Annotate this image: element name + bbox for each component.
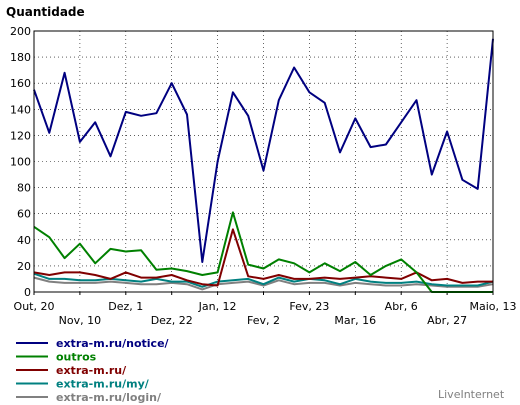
- legend-label: extra-m.ru/notice/: [56, 337, 170, 350]
- grid: [34, 31, 493, 292]
- x-tick-label: Fev, 2: [247, 314, 280, 327]
- y-tick-label: 140: [10, 103, 31, 116]
- x-tick-label: Fev, 23: [289, 300, 329, 313]
- y-tick-label: 180: [10, 51, 31, 64]
- y-tick-label: 100: [10, 156, 31, 169]
- x-tick-label: Maio, 13: [469, 300, 516, 313]
- plot-frame: [33, 30, 494, 293]
- x-tick-label: Nov, 10: [59, 314, 101, 327]
- legend: extra-m.ru/notice/outrosextra-m.ru/extra…: [16, 337, 170, 404]
- x-tick-label: Dez, 1: [108, 300, 143, 313]
- y-tick-label: 40: [17, 234, 31, 247]
- y-tick-label: 80: [17, 182, 31, 195]
- series-lines: [33, 38, 494, 293]
- y-axis-ticks: 0 20 40 60 80 100 120 140 160 180 200: [10, 25, 31, 299]
- legend-label: extra-m.ru/my/: [56, 378, 150, 391]
- y-tick-label: 20: [17, 260, 31, 273]
- legend-label: extra-m.ru/: [56, 364, 127, 377]
- watermark-text: LiveInternet: [438, 388, 505, 401]
- y-tick-label: 60: [17, 208, 31, 221]
- x-axis-ticks: Out, 20 Nov, 10 Dez, 1 Dez, 22 Jan, 12 Fev, 2…: [14, 292, 517, 327]
- chart-title: Quantidade: [6, 5, 85, 19]
- x-tick-label: Jan, 12: [198, 300, 237, 313]
- y-tick-label: 120: [10, 129, 31, 142]
- y-tick-label: 200: [10, 25, 31, 38]
- series-line: [33, 276, 494, 291]
- x-tick-label: Abr, 27: [427, 314, 467, 327]
- x-tick-label: Abr, 6: [385, 300, 418, 313]
- x-tick-label: Dez, 22: [151, 314, 193, 327]
- x-tick-label: Out, 20: [14, 300, 55, 313]
- y-tick-label: 0: [24, 286, 31, 299]
- x-tick-label: Mar, 16: [334, 314, 376, 327]
- series-line: [33, 38, 494, 263]
- legend-label: extra-m.ru/login/: [56, 391, 162, 404]
- y-tick-label: 160: [10, 77, 31, 90]
- legend-label: outros: [56, 351, 97, 364]
- series-line: [33, 211, 493, 293]
